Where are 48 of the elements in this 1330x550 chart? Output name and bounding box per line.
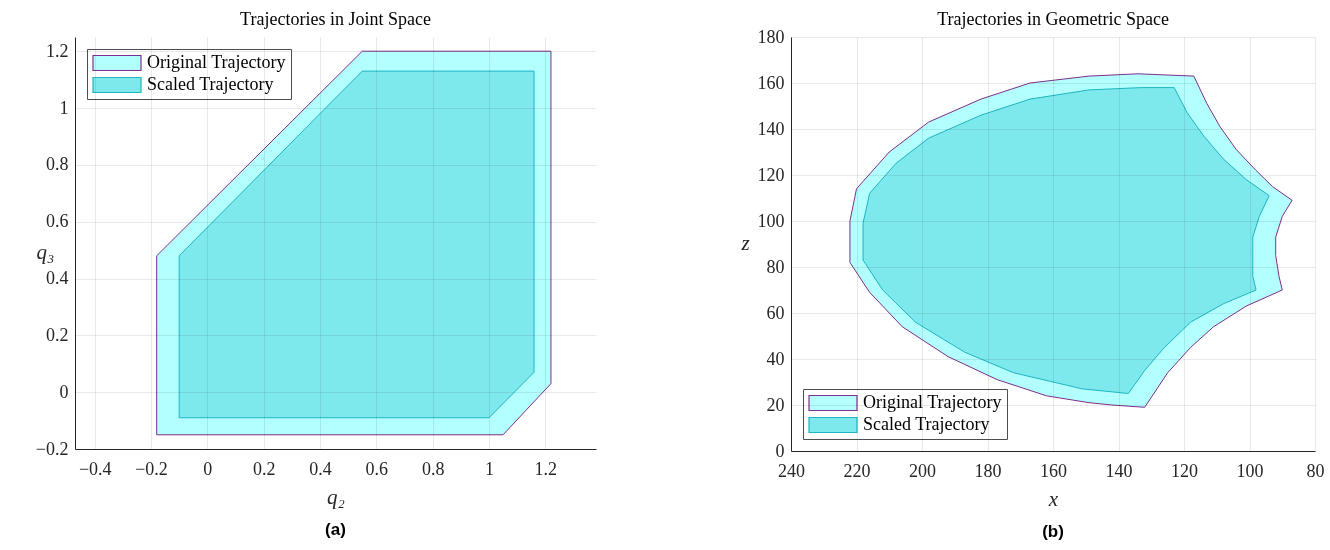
y-tick-label: 0.8 bbox=[46, 154, 69, 175]
text: (a) bbox=[325, 520, 346, 539]
y-tick-label: 0 bbox=[775, 440, 785, 461]
x-tick-label: 240 bbox=[778, 460, 805, 481]
y-tick-label: 1.2 bbox=[46, 40, 69, 61]
y-tick-label: 0.6 bbox=[46, 211, 69, 232]
x-tick-label: 140 bbox=[1105, 460, 1133, 481]
y-tick-label: 20 bbox=[766, 394, 785, 415]
y-tick-label: 60 bbox=[766, 302, 785, 323]
x-tick-label: 220 bbox=[843, 460, 871, 481]
chart-title: Trajectories in Joint Space bbox=[240, 9, 431, 29]
y-tick-label: 140 bbox=[757, 118, 785, 139]
x-tick-label: 0.6 bbox=[365, 458, 389, 479]
legend-label: Original Trajectory bbox=[863, 392, 1002, 412]
x-tick-label: −0.4 bbox=[78, 458, 112, 479]
x-tick-label: 180 bbox=[974, 460, 1002, 481]
y-tick-label: 120 bbox=[757, 164, 785, 185]
y-tick-label: 80 bbox=[766, 256, 785, 277]
x-tick-label: 100 bbox=[1236, 460, 1264, 481]
x-tick-label: 160 bbox=[1040, 460, 1067, 481]
y-tick-label: −0.2 bbox=[35, 438, 69, 459]
y-tick-label: 160 bbox=[757, 72, 785, 93]
x-tick-label: 0.4 bbox=[309, 458, 332, 479]
x-tick-label: 80 bbox=[1306, 460, 1325, 481]
y-tick-label: 0.4 bbox=[46, 268, 69, 289]
x-tick-label: 1 bbox=[484, 458, 494, 479]
y-tick-label: 0.2 bbox=[46, 324, 69, 345]
x-tick-label: 120 bbox=[1171, 460, 1198, 481]
legend-label: Scaled Trajectory bbox=[863, 414, 990, 434]
x-axis-title: x bbox=[1047, 486, 1059, 511]
x-axis-title: q₂ bbox=[327, 484, 345, 509]
x-tick-label: 0.2 bbox=[252, 458, 276, 479]
y-axis-title: z bbox=[740, 230, 750, 255]
legend-label: Scaled Trajectory bbox=[147, 74, 274, 94]
x-tick-label: −0.2 bbox=[135, 458, 168, 479]
x-tick-label: 200 bbox=[909, 460, 936, 481]
y-tick-label: 40 bbox=[766, 348, 785, 369]
x-tick-label: 0.8 bbox=[421, 458, 445, 479]
x-tick-label: 0 bbox=[203, 458, 213, 479]
chart-title: Trajectories in Geometric Space bbox=[937, 9, 1169, 29]
x-tick-label: 1.2 bbox=[534, 458, 558, 479]
legend-label: Original Trajectory bbox=[147, 52, 286, 72]
y-tick-label: 180 bbox=[757, 26, 785, 47]
y-tick-label: 100 bbox=[757, 210, 785, 231]
text: (b) bbox=[1042, 522, 1064, 541]
y-tick-label: 0 bbox=[59, 381, 69, 402]
y-tick-label: 1 bbox=[59, 97, 69, 118]
y-axis-title: q₃ bbox=[36, 239, 55, 264]
